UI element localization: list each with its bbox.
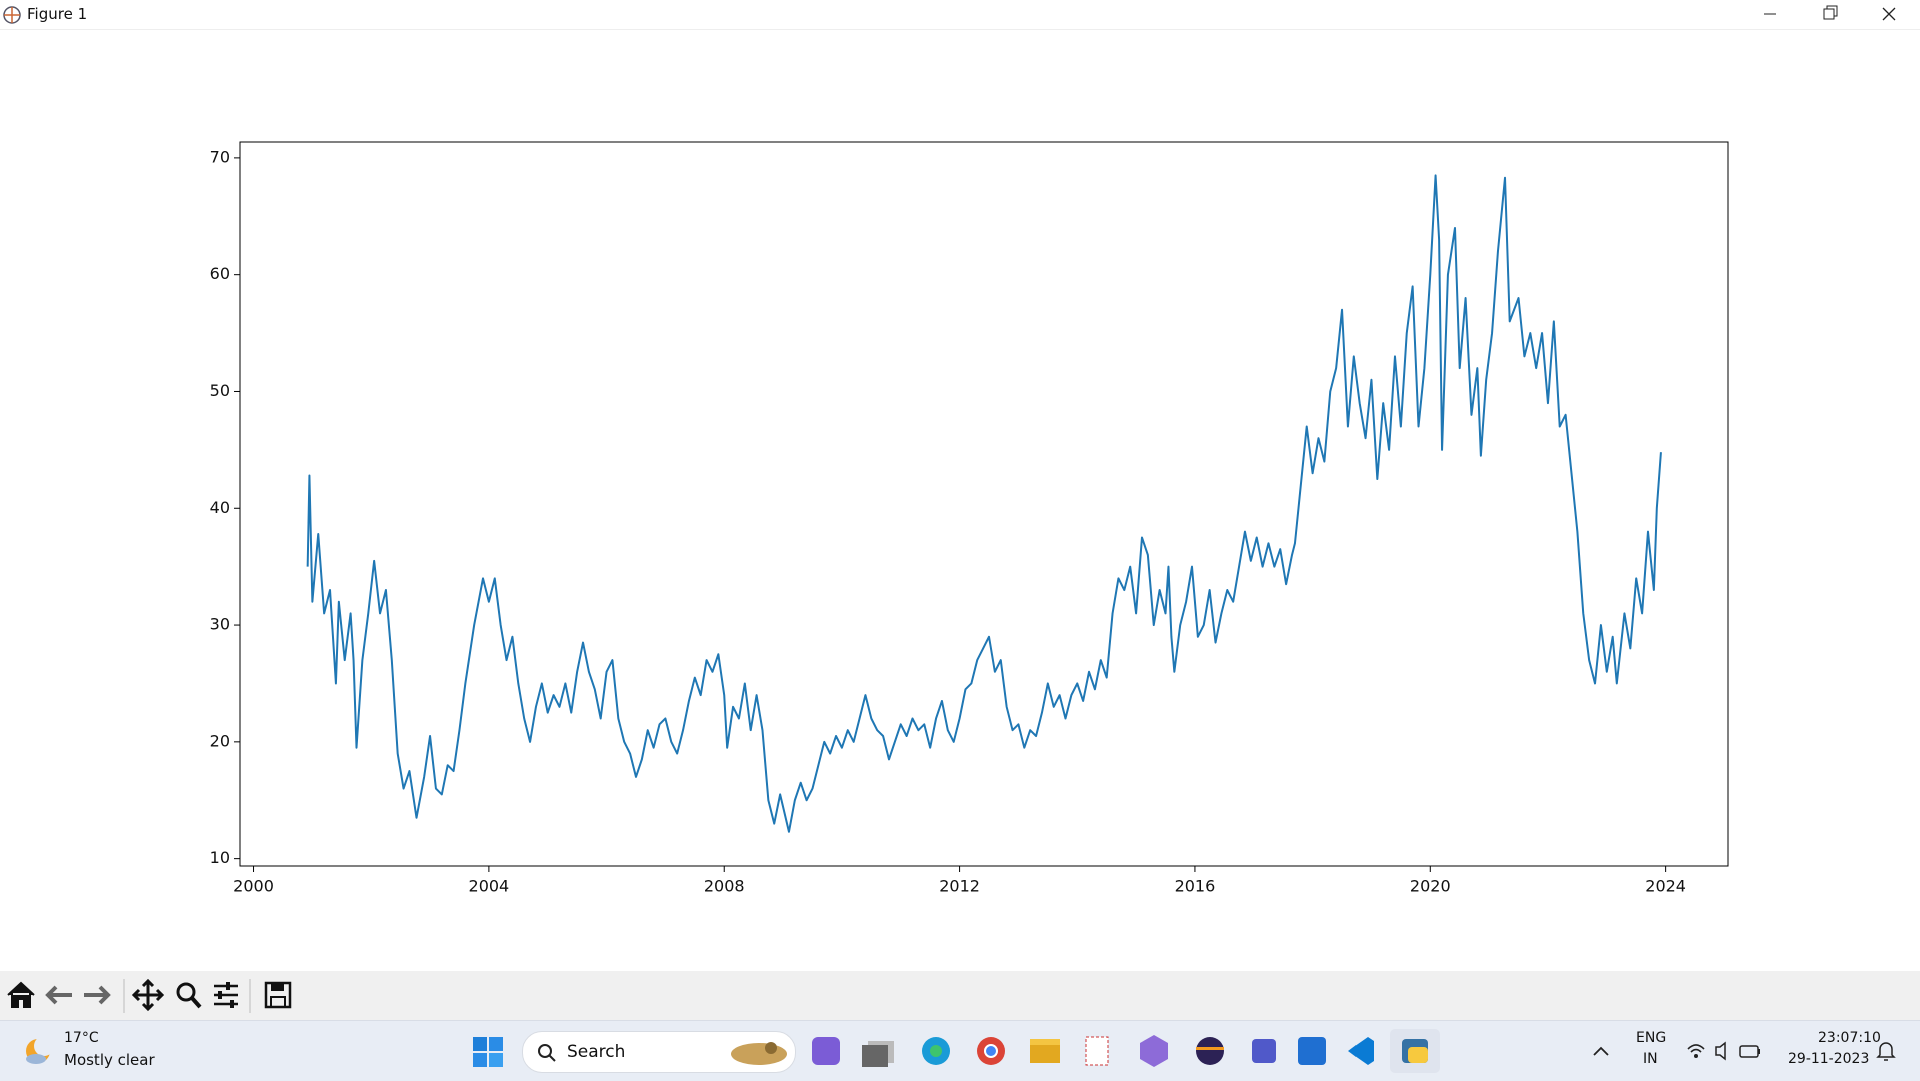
weather-condition: Mostly clear bbox=[64, 1051, 155, 1069]
chart: 10 20 30 40 50 60 70 2000 2004 2008 2012 2016 2020 20… bbox=[210, 141, 1729, 896]
y-tick-label: 30 bbox=[210, 615, 230, 634]
language-input: ENG bbox=[1636, 1030, 1667, 1046]
system-tray[interactable] bbox=[1686, 1039, 1766, 1063]
x-tick-label: 2012 bbox=[939, 877, 980, 896]
search-box[interactable]: Search bbox=[522, 1031, 796, 1073]
x-tick-label: 2024 bbox=[1645, 877, 1686, 896]
x-tick-label: 2000 bbox=[233, 877, 274, 896]
x-tick-label: 2004 bbox=[469, 877, 510, 896]
data-line bbox=[306, 174, 1662, 833]
start-button[interactable] bbox=[472, 1036, 504, 1068]
x-tick-label: 2020 bbox=[1410, 877, 1451, 896]
x-tick-label: 2016 bbox=[1175, 877, 1216, 896]
language-region: IN bbox=[1643, 1051, 1658, 1067]
weather-temperature: 17°C bbox=[64, 1030, 99, 1046]
window-title: Figure 1 bbox=[27, 5, 88, 23]
search-icon bbox=[538, 1044, 556, 1062]
search-placeholder: Search bbox=[567, 1042, 626, 1062]
plot-frame bbox=[239, 141, 1729, 867]
toolbar bbox=[0, 971, 1920, 1020]
app-icon bbox=[3, 6, 21, 24]
y-tick-label: 10 bbox=[210, 848, 230, 867]
window-controls[interactable] bbox=[1750, 0, 1920, 29]
clock-time: 23:07:10 bbox=[1818, 1030, 1881, 1046]
toolbar-buttons[interactable] bbox=[0, 971, 320, 1020]
x-tick-label: 2008 bbox=[704, 877, 745, 896]
clock-date: 29-11-2023 bbox=[1788, 1051, 1870, 1067]
y-tick-label: 50 bbox=[210, 381, 230, 400]
y-tick-label: 40 bbox=[210, 498, 230, 517]
notifications[interactable] bbox=[1876, 1039, 1896, 1063]
weather-icon bbox=[26, 1036, 54, 1064]
pinned-apps[interactable] bbox=[808, 1029, 1448, 1073]
y-tick-label: 20 bbox=[210, 731, 230, 750]
y-tick-label: 60 bbox=[210, 264, 230, 283]
y-tick-label: 70 bbox=[210, 147, 230, 166]
tray-overflow[interactable] bbox=[1592, 1043, 1610, 1059]
taskbar: 17°C Mostly clear Search ENG IN 23:07:10… bbox=[0, 1020, 1920, 1081]
title-bar: Figure 1 bbox=[0, 0, 1920, 30]
search-highlight bbox=[731, 1042, 787, 1065]
